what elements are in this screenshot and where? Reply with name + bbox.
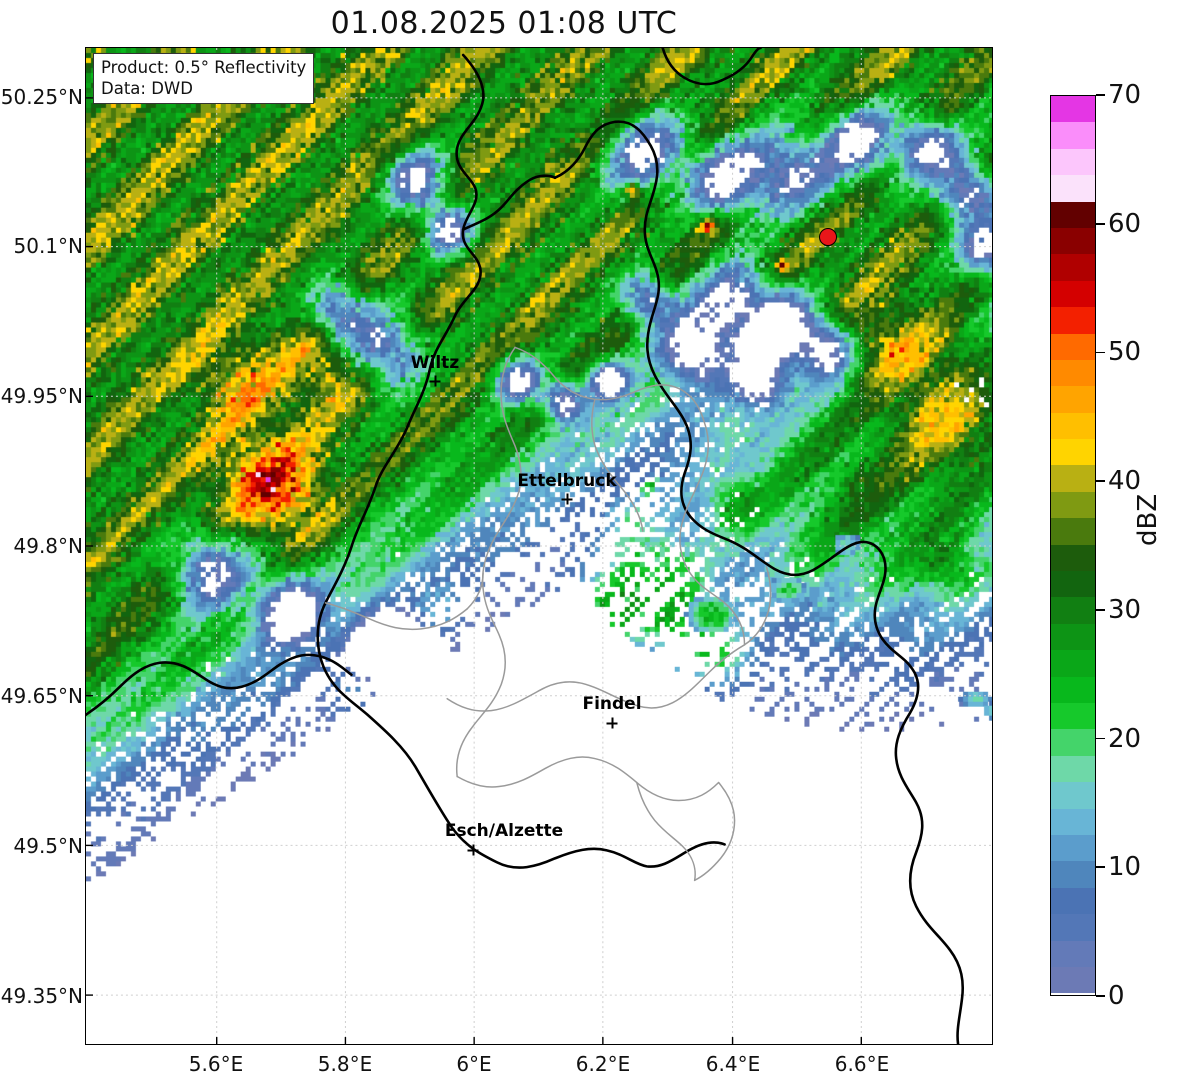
product-line: Product: 0.5° Reflectivity (101, 58, 307, 77)
colorbar-band (1051, 597, 1095, 624)
colorbar-band (1051, 96, 1095, 123)
radar-map[interactable]: Wiltz Ettelbruck Findel Esch/Alzette (85, 47, 993, 1045)
border-line (591, 398, 644, 532)
colorbar-band (1051, 359, 1095, 387)
colorbar-tick-label: 70 (1108, 80, 1142, 110)
colorbar-title: dBZ (1133, 493, 1163, 546)
colorbar-band (1051, 914, 1095, 941)
colorbar-tick (1096, 995, 1105, 997)
colorbar-band (1051, 966, 1095, 994)
colorbar-band (1051, 702, 1095, 730)
colorbar-tick (1096, 609, 1105, 611)
colorbar-band (1051, 148, 1095, 176)
colorbar-band (1051, 412, 1095, 440)
y-axis-tick-label: 50.1°N (13, 234, 84, 258)
colorbar-band (1051, 782, 1095, 809)
y-axis-tick-label: 49.95°N (0, 384, 83, 408)
border-line (446, 644, 746, 712)
x-axis-tick-label: 6.4°E (705, 1052, 761, 1076)
colorbar-band (1051, 307, 1095, 334)
colorbar-tick (1096, 866, 1105, 869)
colorbar-band (1051, 755, 1095, 783)
colorbar-tick (1096, 737, 1105, 740)
colorbar-band (1051, 887, 1095, 915)
colorbar-band (1051, 861, 1095, 888)
x-axis-tick-label: 6°E (456, 1052, 492, 1076)
colorbar[interactable] (1050, 95, 1096, 996)
city-marker-icon (561, 493, 573, 505)
colorbar-band (1051, 227, 1095, 255)
y-axis-tick-label: 49.35°N (0, 984, 83, 1008)
border-line (455, 346, 522, 778)
city-marker-icon (467, 844, 479, 856)
city-label: Findel (582, 694, 642, 714)
page-title: 01.08.2025 01:08 UTC (330, 6, 678, 41)
colorbar-band (1051, 571, 1095, 598)
radar-station-marker-icon (819, 228, 837, 246)
border-line (693, 781, 736, 882)
colorbar-band (1051, 834, 1095, 862)
colorbar-band (1051, 175, 1095, 202)
colorbar-band (1051, 676, 1095, 703)
colorbar-band (1051, 544, 1095, 572)
border-line (743, 566, 772, 646)
map-borders-layer (86, 48, 992, 1044)
colorbar-band (1051, 650, 1095, 677)
colorbar-band (1051, 439, 1095, 466)
colorbar-band (1051, 465, 1095, 492)
data-source-line: Data: DWD (101, 79, 193, 99)
colorbar-tick-label: 0 (1108, 981, 1125, 1011)
colorbar-band (1051, 122, 1095, 149)
colorbar-tick-label: 30 (1108, 594, 1142, 625)
colorbar-band (1051, 518, 1095, 545)
border-line (461, 174, 557, 231)
city-marker-icon (606, 717, 618, 729)
x-axis-tick-label: 5.6°E (188, 1052, 244, 1076)
border-line (324, 602, 468, 631)
colorbar-tick-label: 60 (1108, 208, 1142, 239)
city-marker-icon (429, 375, 441, 387)
colorbar-band (1051, 623, 1095, 651)
border-line (86, 653, 353, 716)
colorbar-tick (1096, 222, 1105, 225)
city-label: Ettelbruck (517, 471, 617, 491)
colorbar-tick (1096, 351, 1105, 354)
y-axis-tick-label: 49.5°N (13, 834, 84, 858)
border-line (456, 756, 720, 802)
product-info-box: Product: 0.5° Reflectivity Data: DWD (93, 53, 315, 105)
colorbar-band (1051, 280, 1095, 308)
x-axis-tick-label: 6.2°E (575, 1052, 631, 1076)
colorbar-band (1051, 201, 1095, 228)
x-axis-tick-label: 5.8°E (317, 1052, 373, 1076)
border-line (636, 781, 696, 882)
border-line (855, 540, 965, 1044)
colorbar-band (1051, 254, 1095, 281)
colorbar-tick (1096, 480, 1105, 482)
colorbar-tick-label: 50 (1108, 337, 1142, 368)
y-axis-tick-label: 49.8°N (13, 534, 84, 558)
border-line (553, 120, 858, 577)
city-label: Esch/Alzette (444, 821, 564, 841)
colorbar-band (1051, 386, 1095, 413)
border-line (661, 48, 762, 86)
colorbar-band (1051, 808, 1095, 835)
border-line (316, 53, 726, 869)
city-label: Wiltz (410, 353, 460, 373)
colorbar-band (1051, 729, 1095, 756)
colorbar-band (1051, 491, 1095, 519)
colorbar-tick-label: 20 (1108, 723, 1142, 754)
border-line (466, 572, 484, 610)
y-axis-tick-label: 50.25°N (0, 85, 83, 109)
y-axis-tick-label: 49.65°N (0, 684, 83, 708)
colorbar-tick (1096, 94, 1105, 96)
border-line (514, 346, 746, 646)
colorbar-tick-label: 10 (1108, 852, 1142, 883)
colorbar-tick-label: 40 (1108, 466, 1142, 497)
x-axis-tick-label: 6.6°E (834, 1052, 890, 1076)
colorbar-band (1051, 940, 1095, 967)
colorbar-band (1051, 333, 1095, 360)
